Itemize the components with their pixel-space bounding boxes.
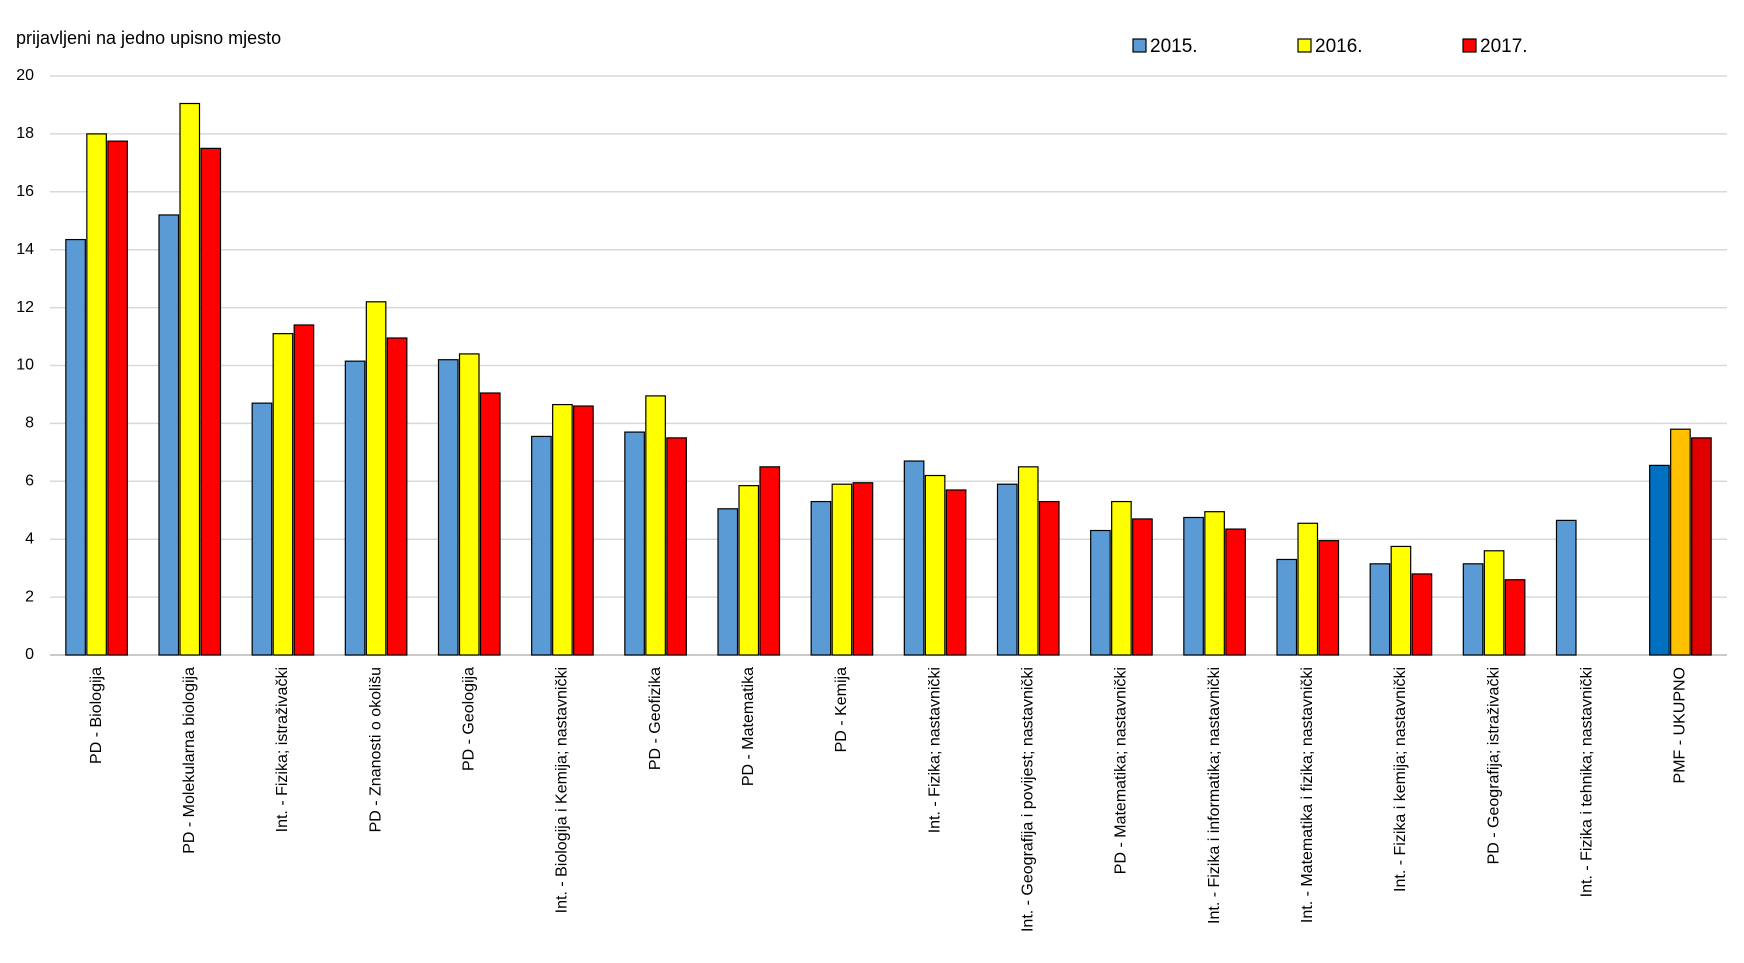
x-tick-label: Int. - Fizika; istraživački	[274, 667, 291, 832]
bar	[1649, 464, 1670, 656]
legend-label: 2017.	[1480, 36, 1528, 57]
bar	[179, 102, 201, 656]
bar	[717, 508, 739, 656]
bar	[1090, 529, 1111, 656]
bar	[386, 337, 408, 656]
x-tick-label: Int. - Fizika i kemija; nastavnički	[1392, 667, 1409, 892]
bar	[1555, 519, 1577, 656]
bar	[65, 238, 86, 656]
bar	[1318, 540, 1340, 656]
bar	[1462, 563, 1484, 656]
bar	[1111, 500, 1132, 656]
bar	[1369, 563, 1391, 656]
bar	[479, 392, 501, 656]
bar	[1038, 500, 1060, 656]
x-tick-label: PD - Geografija; istraživački	[1485, 667, 1502, 864]
bar	[437, 359, 459, 656]
y-tick-label: 6	[25, 473, 34, 490]
legend-swatch	[1132, 38, 1147, 53]
bar	[1225, 528, 1246, 656]
legend-label: 2016.	[1315, 36, 1363, 57]
bar	[624, 431, 645, 656]
bar	[531, 435, 552, 656]
x-tick-label: PD - Geologija	[460, 667, 477, 771]
x-tick-label: PD - Biologija	[88, 667, 105, 764]
legend-label: 2015.	[1150, 36, 1198, 57]
bar	[945, 489, 967, 656]
bar	[1411, 573, 1433, 656]
bar	[272, 333, 294, 656]
x-tick-label: PD - Geofizika	[647, 667, 664, 770]
bar	[1183, 516, 1204, 656]
x-tick-label: Int. - Fizika i tehnika; nastavnički	[1578, 667, 1595, 897]
x-tick-label: PD - Znanosti o okolišu	[367, 667, 384, 832]
bar	[666, 437, 687, 656]
y-tick-label: 14	[16, 241, 34, 258]
bar	[903, 460, 925, 656]
bar	[365, 301, 387, 656]
bar	[107, 140, 128, 656]
bar	[552, 403, 573, 656]
bar	[1204, 511, 1225, 656]
x-tick-label: PMF - UKUPNO	[1672, 667, 1689, 783]
bar	[738, 485, 760, 656]
bar	[996, 483, 1018, 656]
bar	[458, 353, 480, 656]
x-tick-label: PD - Molekularna biologija	[181, 667, 198, 854]
bar	[1691, 437, 1712, 656]
x-tick-label: Int. - Fizika; nastavnički	[926, 667, 943, 833]
bar	[1390, 545, 1412, 656]
bar	[251, 402, 273, 656]
legend-swatch	[1297, 38, 1312, 53]
x-tick-label: Int. - Matematika i fizika; nastavnički	[1299, 667, 1316, 923]
x-tick-label: PD - Kemija	[833, 667, 850, 752]
y-tick-label: 10	[16, 357, 34, 374]
y-tick-label: 2	[25, 588, 34, 605]
legend: 2015. 2016. 2017.	[1132, 36, 1528, 57]
y-tick-label: 0	[25, 646, 34, 663]
y-tick-label: 20	[16, 67, 34, 84]
x-tick-label: PD - Matematika; nastavnički	[1113, 667, 1130, 874]
y-tick-label: 8	[25, 415, 34, 432]
bar	[1132, 518, 1153, 656]
bar	[852, 482, 874, 656]
bar	[1483, 550, 1505, 656]
x-tick-label: Int. - Fizika i informatika; nastavnički	[1206, 667, 1223, 924]
y-tick-label: 18	[16, 125, 34, 142]
bar	[759, 466, 781, 656]
bar	[831, 483, 853, 656]
x-tick-label: Int. - Biologija i Kemija; nastavnički	[554, 667, 571, 913]
bar	[158, 214, 180, 656]
bar	[924, 474, 946, 656]
bar	[293, 324, 315, 656]
bar	[1276, 558, 1298, 656]
x-tick-label: Int. - Geografija i povijest; nastavničk…	[1019, 667, 1036, 932]
bar	[1504, 579, 1526, 656]
y-tick-label: 4	[25, 530, 34, 547]
bar	[1670, 428, 1691, 656]
y-tick-label: 16	[16, 183, 34, 200]
x-tick-label: PD - Matematika	[740, 667, 757, 786]
y-tick-label: 12	[16, 299, 34, 316]
bar	[344, 360, 366, 656]
bar	[86, 133, 107, 656]
bar	[810, 500, 832, 656]
bar	[1017, 466, 1039, 656]
legend-swatch	[1462, 38, 1477, 53]
bar	[573, 405, 594, 656]
bar	[1297, 522, 1319, 656]
bar	[645, 395, 666, 656]
y-axis-label: prijavljeni na jedno upisno mjesto	[16, 28, 281, 48]
bar	[200, 147, 222, 656]
